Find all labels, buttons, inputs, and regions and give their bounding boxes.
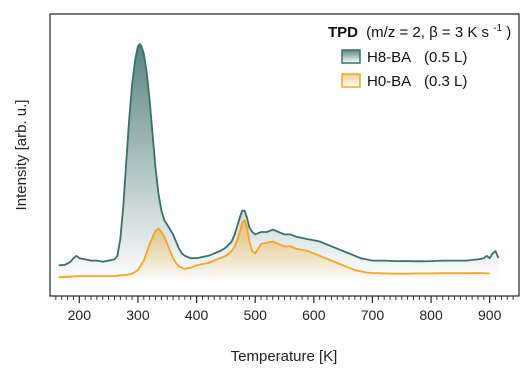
x-tick-label: 200 <box>68 307 92 323</box>
x-axis-title: Temperature [K] <box>231 348 338 365</box>
x-tick-label: 700 <box>361 307 385 323</box>
x-tick-label: 500 <box>244 307 268 323</box>
legend-swatch-h0-ba <box>341 73 361 88</box>
legend-extra-h0-ba: (0.3 L) <box>424 73 467 90</box>
legend-swatch-h8-ba <box>341 49 361 64</box>
legend-title-end: ) <box>506 24 511 41</box>
x-tick-label: 300 <box>126 307 150 323</box>
x-tick-label: 400 <box>185 307 209 323</box>
legend-title: TPD (m/z = 2, β = 3 K s -1 ) <box>328 18 511 41</box>
legend-title-sup: -1 <box>493 23 502 34</box>
legend-label-h8-ba: H8-BA <box>367 49 411 66</box>
x-tick-label: 900 <box>478 307 502 323</box>
series-line-h8-ba <box>58 43 500 267</box>
series-line-h0-ba <box>58 219 490 279</box>
y-axis-title: Intensity [arb. u.] <box>13 100 30 211</box>
area-fill-h0-ba <box>58 220 490 282</box>
legend-extra-h8-ba: (0.5 L) <box>424 49 467 66</box>
legend-title-bold: TPD <box>328 24 358 41</box>
legend-label-h0-ba: H0-BA <box>367 73 411 90</box>
x-tick-label: 800 <box>419 307 443 323</box>
legend: TPD (m/z = 2, β = 3 K s -1 ) H8-BA (0.5 … <box>328 18 511 90</box>
x-tick-label: 600 <box>302 307 326 323</box>
area-fill-h8-ba <box>58 44 499 282</box>
legend-title-rest: (m/z = 2, β = 3 K s <box>366 24 489 41</box>
